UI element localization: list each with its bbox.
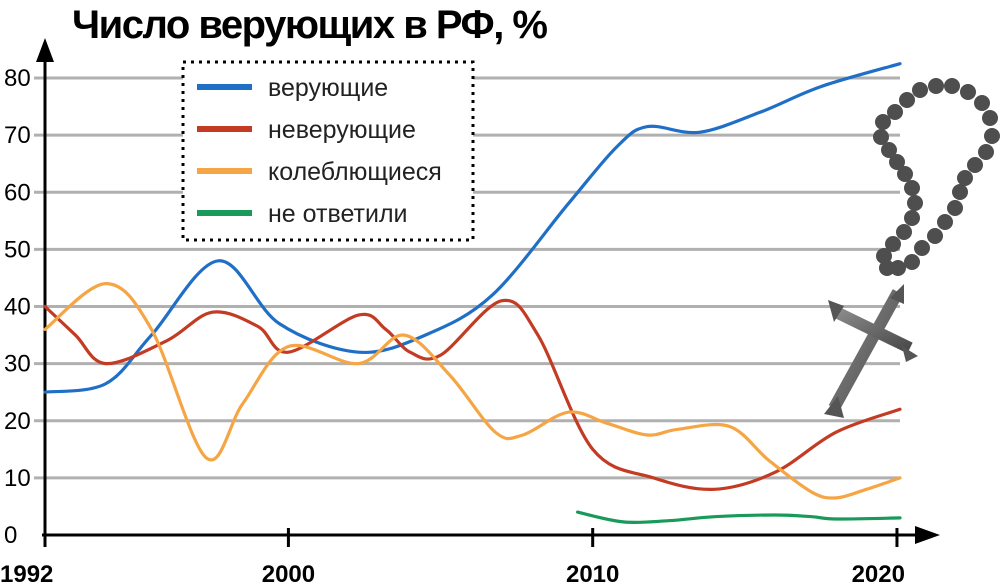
series-line-3: [575, 510, 902, 525]
x-tick-label: 2010: [566, 561, 619, 588]
rosary-bead: [907, 195, 923, 211]
y-tick-label: 40: [4, 294, 31, 321]
y-tick-label: 60: [4, 179, 31, 206]
series-line-0: [43, 62, 902, 394]
y-tick-label: 70: [4, 122, 31, 149]
rosary-bead: [889, 154, 905, 170]
y-tick-label: 30: [4, 351, 31, 378]
cross-icon: [824, 284, 918, 418]
rosary-bead: [881, 142, 897, 158]
rosary-bead: [899, 92, 915, 108]
x-axis-ticks: 1992 2000 2010 2020: [0, 528, 905, 588]
rosary-beads: [873, 78, 1000, 276]
rosary-bead: [927, 228, 943, 244]
chart-title: Число верующих в РФ, %: [72, 3, 547, 47]
rosary-bead: [897, 166, 913, 182]
legend-label: неверующие: [268, 116, 416, 144]
series-lines: [43, 62, 902, 525]
y-axis-arrow: [36, 38, 54, 62]
rosary-bead: [879, 260, 895, 276]
rosary-bead: [885, 236, 901, 252]
series-line-1: [43, 298, 902, 491]
rosary-bead: [904, 180, 920, 196]
rosary-bead: [947, 200, 963, 216]
y-tick-label: 50: [4, 236, 31, 263]
legend-label: не ответили: [268, 200, 408, 228]
y-tick-label: 10: [4, 465, 31, 492]
rosary-bead: [912, 82, 928, 98]
rosary-bead: [890, 260, 906, 276]
y-tick-label: 80: [4, 65, 31, 92]
rosary-bead: [974, 95, 990, 111]
y-tick-label: 20: [4, 408, 31, 435]
x-tick-label: 1992: [0, 561, 53, 588]
rosary-bead: [928, 78, 944, 94]
rosary-bead: [982, 110, 998, 126]
axes: [36, 38, 940, 544]
rosary-bead: [944, 78, 960, 94]
rosary-bead: [873, 129, 889, 145]
rosary-bead: [960, 84, 976, 100]
legend: верующие неверующие колеблющиеся не ответил…: [181, 60, 475, 242]
rosary-bead: [984, 128, 1000, 144]
series-line-2: [43, 282, 902, 500]
y-axis-ticks: 0 10 20 30 40 50 60 70 80: [4, 65, 31, 549]
legend-label: колеблющиеся: [268, 158, 442, 186]
rosary-bead: [896, 224, 912, 240]
legend-label: верующие: [268, 74, 388, 102]
rosary-bead: [904, 254, 920, 270]
rosary-bead: [957, 170, 973, 186]
rosary-bead: [967, 157, 983, 173]
rosary-illustration: [824, 78, 1000, 418]
rosary-bead: [978, 144, 994, 160]
rosary-bead: [952, 184, 968, 200]
rosary-bead: [904, 210, 920, 226]
rosary-bead: [875, 114, 891, 130]
rosary-bead: [887, 104, 903, 120]
x-axis-arrow: [915, 526, 940, 544]
y-tick-label: 0: [4, 522, 17, 549]
x-tick-label: 2000: [262, 561, 315, 588]
x-tick-label: 2020: [852, 561, 905, 588]
rosary-bead: [937, 214, 953, 230]
rosary-bead: [876, 248, 892, 264]
rosary-bead: [914, 240, 930, 256]
